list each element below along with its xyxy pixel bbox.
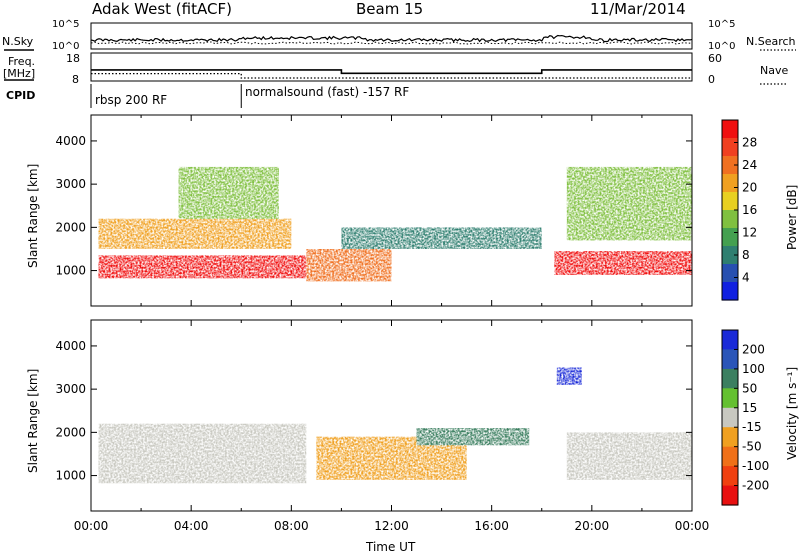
power-colorbar-label-6: 28: [742, 136, 757, 150]
power-colorbar-swatch-2: [722, 156, 738, 175]
xtick-label-2: 08:00: [274, 519, 309, 533]
cpid-mode-normalsound: normalsound (fast) -157 RF: [245, 85, 409, 99]
power-colorbar: 4 8 12 16 20 24 28: [721, 119, 757, 301]
velocity-colorbar-swatch-1: [722, 349, 738, 370]
velocity-ytick-label-3: 4000: [55, 339, 86, 353]
noise-panel-frame: [90, 22, 693, 50]
velocity-colorbar-label: Velocity [m s⁻¹]: [785, 367, 799, 460]
power-ytick-label-3: 4000: [55, 134, 86, 148]
xtick-label-4: 16:00: [474, 519, 509, 533]
power-echo-region-4: [341, 227, 542, 249]
power-colorbar-swatch-6: [722, 228, 738, 247]
station-title: Adak West (fitACF): [92, 0, 232, 18]
power-colorbar-swatch-3: [722, 174, 738, 193]
velocity-ytick-label-0: 1000: [55, 469, 86, 483]
power-echo-region-1: [98, 218, 292, 249]
freq-trace: [91, 69, 692, 75]
freq-line: [91, 69, 692, 75]
power-colorbar-label-3: 16: [742, 203, 757, 217]
velocity-colorbar-swatch-6: [722, 446, 738, 467]
beam-title: Beam 15: [356, 0, 423, 18]
nave-line: [91, 72, 692, 79]
velocity-colorbar-swatch-3: [722, 388, 738, 409]
velocity-colorbar-label-3: 15: [742, 401, 757, 415]
velocity-colorbar-swatch-5: [722, 427, 738, 448]
power-colorbar-swatch-7: [722, 246, 738, 265]
power-colorbar-label-0: 4: [742, 271, 750, 285]
power-echo-region-5: [554, 251, 692, 275]
power-colorbar-swatch-5: [722, 210, 738, 229]
nave-tick-top: 60: [708, 52, 722, 65]
power-colorbar-label-2: 12: [742, 226, 757, 240]
power-echo-region-0: [98, 255, 307, 279]
velocity-echo-region-2: [416, 428, 530, 446]
power-echo-region-2: [178, 166, 279, 219]
velocity-colorbar-label-2: 50: [742, 381, 757, 395]
velocity-colorbar-swatch-2: [722, 368, 738, 389]
nsearch-tick-bottom: 10^0: [708, 41, 735, 52]
power-ytick-label-2: 3000: [55, 177, 86, 191]
power-ytick-label-0: 1000: [55, 264, 86, 278]
nsky-label: N.Sky: [2, 35, 34, 48]
power-colorbar-swatch-4: [722, 192, 738, 211]
velocity-colorbar: 200 100 50 15 -15 -50 -100 -200: [721, 329, 769, 506]
freq-label-top: Freq.: [8, 55, 35, 68]
power-panel: 1000 2000 3000 4000: [55, 114, 693, 307]
freq-tick-bottom: 8: [72, 73, 79, 86]
power-colorbar-swatch-1: [722, 138, 738, 157]
nave-label: Nave: [760, 64, 788, 77]
x-axis-label: Time UT: [365, 540, 416, 554]
velocity-panel: 1000 2000 3000 4000 00:00 04:00 08:00 12:00 16:0…: [55, 319, 710, 533]
velocity-colorbar-label-0: 200: [742, 342, 765, 356]
cpid-mode-rbsp: rbsp 200 RF: [95, 93, 167, 107]
velocity-ytick-label-1: 2000: [55, 425, 86, 439]
nave-trace: [91, 72, 692, 79]
power-colorbar-swatch-8: [722, 264, 738, 283]
power-ytick-label-1: 2000: [55, 220, 86, 234]
xtick-label-1: 04:00: [174, 519, 209, 533]
nave-tick-bottom: 0: [708, 73, 715, 86]
velocity-ytick-label-2: 3000: [55, 382, 86, 396]
power-echo-region-3: [306, 249, 392, 282]
nsearch-tick-top: 10^5: [708, 19, 735, 30]
freq-tick-top: 18: [66, 52, 80, 65]
velocity-echo-region-3: [556, 367, 582, 385]
power-colorbar-label-4: 20: [742, 181, 757, 195]
power-colorbar-label-5: 24: [742, 158, 757, 172]
xtick-label-3: 12:00: [374, 519, 409, 533]
power-ylabel: Slant Range [km]: [26, 164, 40, 268]
velocity-colorbar-swatch-8: [722, 485, 738, 506]
noise-trace: [90, 34, 693, 45]
cpid-label: CPID: [6, 89, 35, 102]
power-echo-region-6: [566, 166, 692, 241]
freq-label-unit: [MHz]: [3, 67, 35, 80]
nsearch-line: [90, 41, 693, 45]
xtick-label-0: 00:00: [74, 519, 109, 533]
velocity-colorbar-label-1: 100: [742, 362, 765, 376]
velocity-colorbar-label-5: -50: [742, 440, 762, 454]
velocity-echo-region-0: [98, 423, 307, 484]
xtick-label-5: 20:00: [575, 519, 610, 533]
power-colorbar-swatch-9: [722, 282, 738, 301]
nsky-tick-top: 10^5: [52, 19, 79, 30]
velocity-colorbar-swatch-4: [722, 407, 738, 428]
date-title: 11/Mar/2014: [590, 0, 686, 18]
nsearch-label: N.Search: [746, 35, 796, 48]
nsky-line: [90, 34, 693, 43]
velocity-ylabel: Slant Range [km]: [26, 369, 40, 473]
power-colorbar-label: Power [dB]: [785, 185, 799, 250]
power-colorbar-label-1: 8: [742, 248, 750, 262]
power-colorbar-swatch-0: [722, 120, 738, 139]
velocity-colorbar-swatch-7: [722, 466, 738, 487]
velocity-colorbar-label-4: -15: [742, 420, 762, 434]
velocity-echo-region-4: [566, 432, 692, 480]
xtick-label-6: 00:00: [675, 519, 710, 533]
velocity-colorbar-frame: [721, 329, 739, 506]
nsky-tick-bottom: 10^0: [52, 41, 79, 52]
velocity-colorbar-label-7: -200: [742, 479, 769, 493]
velocity-colorbar-label-6: -100: [742, 459, 769, 473]
velocity-colorbar-swatch-0: [722, 330, 738, 350]
freq-panel-frame: [90, 52, 693, 82]
